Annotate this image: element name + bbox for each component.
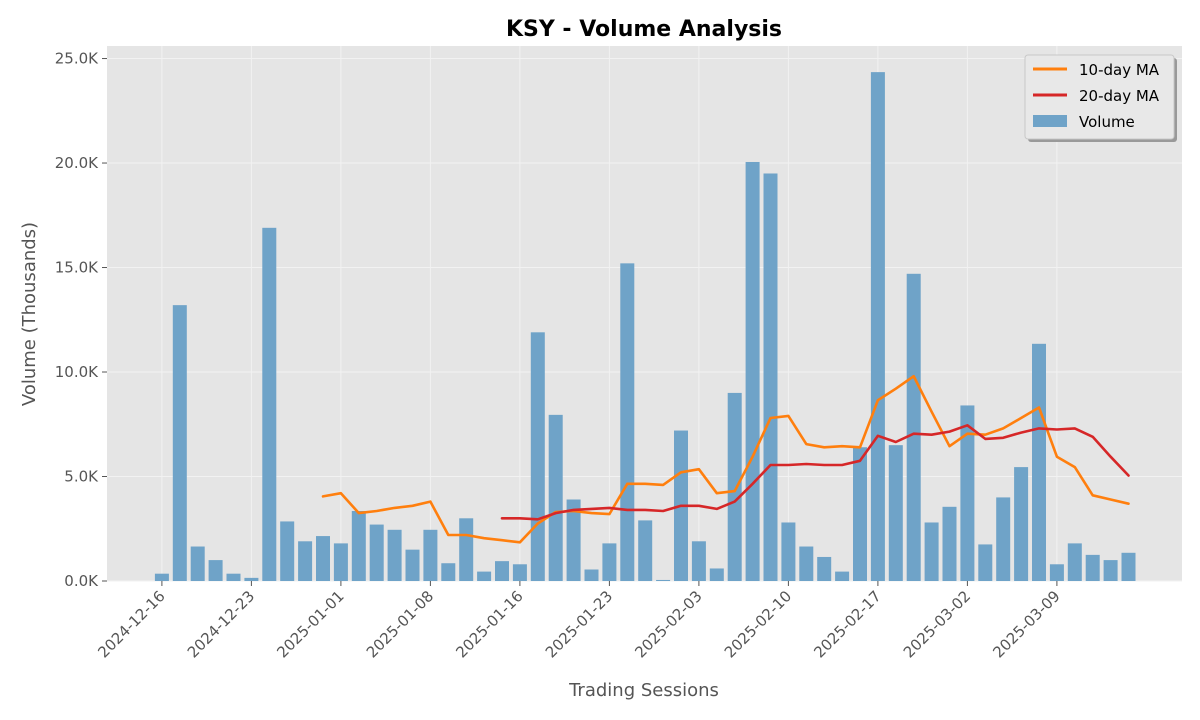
volume-bar [584,569,599,581]
volume-bar [960,405,975,581]
y-tick-label: 5.0K [64,468,99,486]
x-tick-label: 2024-12-16 [94,587,168,661]
volume-bar [190,546,205,581]
volume-bar [387,529,402,581]
legend-swatch-volume [1033,115,1067,127]
x-tick-label: 2025-03-09 [989,587,1063,661]
legend-label-20-day-ma: 20-day MA [1079,87,1160,105]
volume-bar [835,571,850,581]
x-tick-label: 2025-01-01 [273,587,347,661]
plot-background [107,46,1182,581]
x-axis-label: Trading Sessions [568,680,719,701]
volume-bar [942,506,957,581]
volume-bar [1085,554,1100,581]
x-tick-label: 2025-02-17 [810,587,884,661]
volume-bar [244,577,259,581]
volume-bar [530,332,545,581]
volume-bar [1032,343,1046,581]
legend: 10-day MA 20-day MA Volume [1024,54,1177,142]
bar-layer [154,72,1136,581]
y-tick-label: 10.0K [55,363,99,381]
y-tick-label: 0.0K [64,572,99,590]
volume-bar [763,173,778,581]
volume-bar [262,227,277,581]
volume-bar [656,579,671,581]
20-day-ma-line [500,423,1130,521]
x-tick-label: 2025-03-02 [900,587,974,661]
x-tick-label: 2024-12-23 [184,587,258,661]
volume-bar [154,573,169,581]
volume-bar [548,414,563,581]
volume-bar [208,560,223,581]
x-axis: 2024-12-16 2024-12-23 2025-01-01 2025-01-08… [94,581,1064,661]
10-day-ma-line [321,374,1130,544]
volume-bar [924,522,939,581]
x-tick-label: 2025-02-10 [721,587,795,661]
volume-bar [226,573,241,581]
volume-bar [441,563,456,581]
x-tick-label: 2025-01-23 [542,587,616,661]
volume-bar [1067,543,1082,581]
x-tick-label: 2025-01-16 [452,587,526,661]
volume-bar [298,541,313,581]
volume-bar [280,521,295,581]
volume-bar [620,263,635,581]
volume-bar [351,510,366,581]
volume-bar [1014,467,1029,581]
volume-bar [781,522,796,581]
chart-title: KSY - Volume Analysis [506,17,782,42]
volume-bar [333,543,348,581]
volume-bar [405,549,420,581]
volume-bar [423,529,438,581]
volume-bar [1103,560,1118,581]
volume-bar [745,161,760,581]
volume-bar [638,520,653,581]
volume-bar [477,571,492,581]
volume-bar [602,543,617,581]
volume-bar [799,546,814,581]
volume-bar [906,273,921,581]
volume-bar [1121,552,1136,581]
volume-bar [691,541,706,581]
x-tick-label: 2025-01-08 [363,587,437,661]
y-tick-label: 15.0K [55,259,99,277]
legend-label-volume: Volume [1079,113,1135,131]
volume-bar [727,392,742,581]
volume-bar [817,556,832,581]
volume-bar [316,536,330,581]
volume-bar [996,497,1011,581]
y-tick-label: 20.0K [55,154,99,172]
volume-bar [459,518,474,581]
volume-bar [870,72,885,581]
volume-bar [566,499,581,581]
volume-bar [888,445,903,581]
line-layer [321,374,1130,544]
y-axis: 0.0K 5.0K 10.0K 15.0K 20.0K 25.0K [55,50,107,590]
volume-bar [978,544,993,581]
volume-bar [709,568,724,581]
volume-bar [853,447,867,581]
legend-label-10-day-ma: 10-day MA [1079,61,1160,79]
volume-bar [369,524,384,581]
volume-bar [172,305,187,581]
y-axis-label: Volume (Thousands) [19,222,40,406]
y-tick-label: 25.0K [55,50,99,68]
volume-bar [1049,564,1064,581]
x-tick-label: 2025-02-03 [631,587,705,661]
volume-bar [512,564,527,581]
volume-bar [495,561,509,581]
